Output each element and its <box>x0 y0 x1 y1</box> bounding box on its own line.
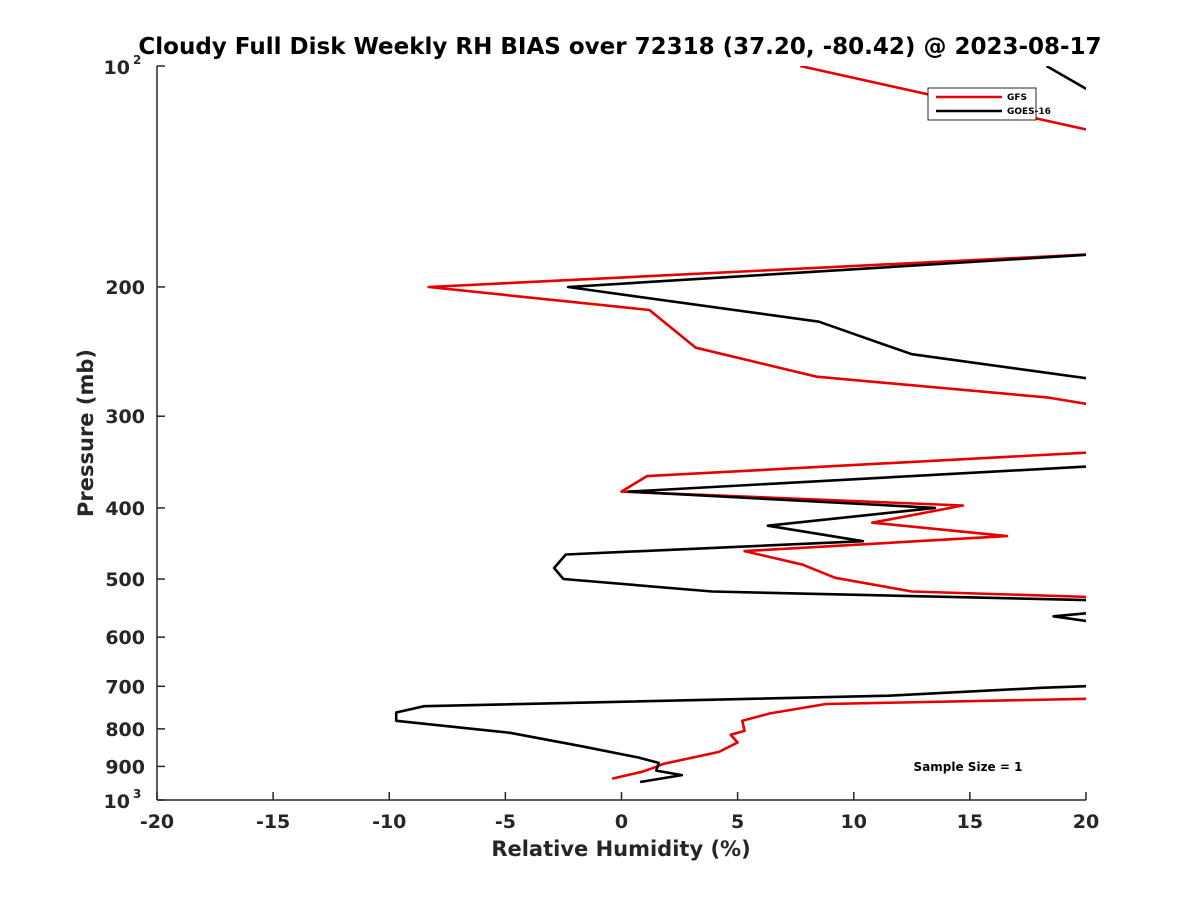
series-line-gfs <box>427 66 1086 780</box>
y-tick-label: 10 <box>104 57 130 79</box>
y-tick-exponent: 2 <box>133 53 141 67</box>
x-tick-label: -20 <box>140 811 174 833</box>
x-tick-label: 20 <box>1073 811 1099 833</box>
legend: GFS GOES-16 <box>927 87 1051 121</box>
y-tick-label: 700 <box>105 676 145 698</box>
y-tick-label: 500 <box>105 569 145 591</box>
x-tick-label: 0 <box>615 811 628 833</box>
sample-size-annotation: Sample Size = 1 <box>914 760 1023 774</box>
y-tick-label: 800 <box>105 719 145 741</box>
legend-box <box>927 87 1037 121</box>
x-tick-label: -15 <box>256 811 290 833</box>
x-axis-label: Relative Humidity (%) <box>491 837 750 861</box>
x-tick-label: -10 <box>372 811 406 833</box>
series-layer <box>394 66 1086 784</box>
series-line-goes16 <box>394 66 1086 784</box>
legend-label-goes16: GOES-16 <box>1007 107 1051 117</box>
chart-title: Cloudy Full Disk Weekly RH BIAS over 723… <box>138 34 1101 60</box>
x-tick-label: 10 <box>841 811 867 833</box>
y-tick-label: 200 <box>105 277 145 299</box>
legend-label-gfs: GFS <box>1007 93 1027 103</box>
x-tick-label: 15 <box>957 811 983 833</box>
y-axis-label: Pressure (mb) <box>74 349 98 517</box>
y-tick-label: 600 <box>105 627 145 649</box>
x-tick-label: 5 <box>731 811 744 833</box>
x-ticks: -20 -15 -10 -5 0 5 10 15 20 <box>140 792 1099 833</box>
y-tick-label: 400 <box>105 498 145 520</box>
x-tick-label: -5 <box>495 811 516 833</box>
y-tick-label: 900 <box>105 756 145 778</box>
y-tick-label: 300 <box>105 406 145 428</box>
y-tick-label: 10 <box>104 791 130 813</box>
y-tick-exponent: 3 <box>133 787 141 801</box>
